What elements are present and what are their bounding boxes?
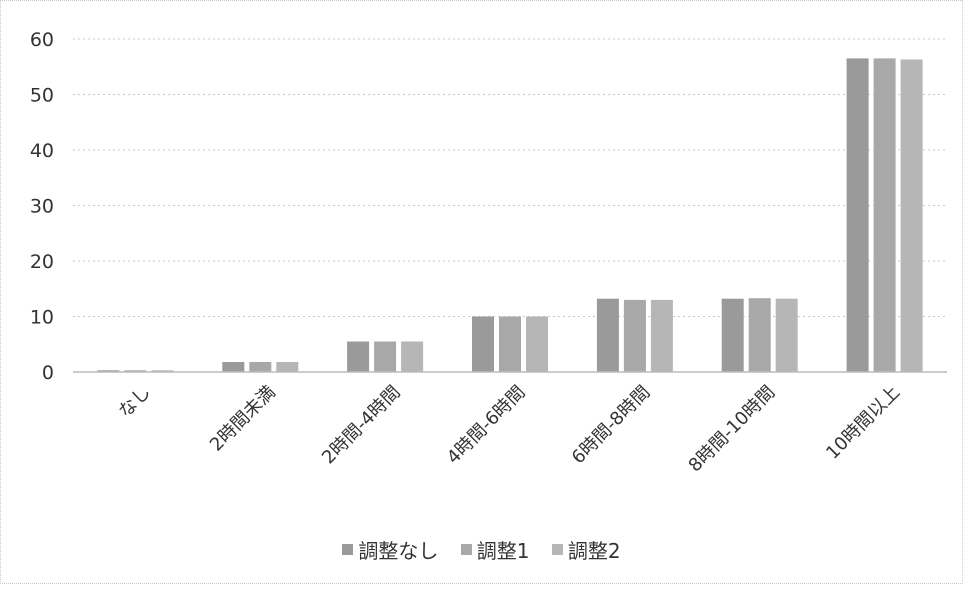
- y-tick-label: 20: [30, 251, 54, 273]
- bar-series-0-category-4: [596, 298, 619, 372]
- bar-series-1-category-0: [124, 370, 147, 372]
- legend-label-series-1: 調整1: [476, 539, 530, 563]
- legend-item-series-0: 調整なし: [342, 535, 438, 564]
- bar-series-2-category-6: [900, 59, 923, 372]
- x-tick-label: 10時間以上: [822, 382, 904, 464]
- bar-series-0-category-5: [721, 298, 744, 372]
- x-tick-label: 8時間-10時間: [685, 382, 780, 477]
- bar-series-1-category-2: [374, 341, 397, 372]
- bar-series-2-category-4: [650, 299, 673, 372]
- bar-series-1-category-4: [623, 299, 646, 372]
- y-axis-ticks: 0 10 20 30 40 50 60: [30, 29, 54, 384]
- legend-label-series-0: 調整なし: [358, 539, 439, 563]
- legend-item-series-2: 調整2: [551, 535, 621, 564]
- legend-swatch-series-1: [460, 544, 472, 555]
- x-tick-label: 4時間-6時間: [443, 382, 530, 469]
- legend-swatch-series-2: [551, 544, 563, 555]
- legend: 調整なし 調整1 調整2: [1, 535, 962, 564]
- bar-series-0-category-0: [97, 370, 120, 372]
- bar-series-1-category-6: [873, 58, 896, 373]
- bar-series-2-category-1: [276, 362, 299, 372]
- x-tick-label: 2時間未満: [206, 382, 280, 456]
- bar-series-1-category-1: [249, 362, 272, 372]
- y-tick-label: 10: [30, 307, 54, 329]
- x-tick-label: 2時間-4時間: [318, 382, 405, 469]
- bar-series-0-category-1: [222, 362, 245, 372]
- bar-series-2-category-5: [775, 298, 798, 372]
- bar-series-2-category-3: [526, 316, 548, 372]
- bar-series-2-category-0: [151, 370, 174, 372]
- bar-series-0-category-3: [472, 316, 494, 372]
- y-tick-label: 50: [30, 85, 54, 107]
- y-tick-label: 30: [30, 196, 54, 218]
- bar-series-1-category-3: [499, 316, 521, 372]
- bars: [97, 58, 923, 373]
- x-tick-label: なし: [115, 382, 155, 422]
- legend-item-series-1: 調整1: [460, 535, 530, 564]
- bar-series-1-category-5: [748, 298, 771, 372]
- bar-series-0-category-2: [347, 341, 370, 372]
- bar-series-0-category-6: [846, 58, 869, 373]
- legend-label-series-2: 調整2: [567, 539, 621, 563]
- y-tick-label: 40: [30, 140, 54, 162]
- bar-series-2-category-2: [401, 341, 424, 372]
- x-tick-label: 6時間-8時間: [568, 382, 655, 469]
- legend-swatch-series-0: [342, 544, 354, 555]
- y-tick-label: 0: [42, 362, 54, 384]
- gridlines: [73, 38, 947, 317]
- y-tick-label: 60: [30, 29, 54, 51]
- x-axis-ticks: なし 2時間未満 2時間-4時間 4時間-6時間 6時間-8時間 8時間-10時間 10時間…: [115, 382, 904, 477]
